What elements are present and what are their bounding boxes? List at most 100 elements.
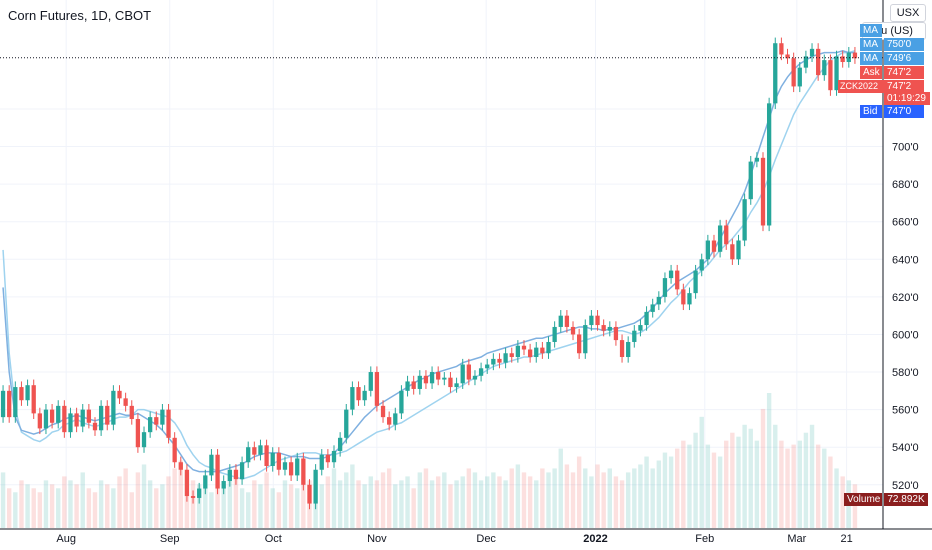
volume-bar bbox=[31, 488, 36, 528]
volume-bar bbox=[105, 484, 110, 528]
candle-body bbox=[258, 445, 263, 455]
candle-body bbox=[135, 419, 141, 448]
candle-body bbox=[429, 372, 435, 384]
volume-bar bbox=[754, 440, 760, 528]
candle-body bbox=[552, 326, 557, 342]
ma-line-slow bbox=[2, 50, 856, 480]
volume-bar bbox=[166, 476, 171, 528]
candle-body bbox=[301, 458, 306, 485]
volume-bar bbox=[687, 444, 692, 528]
candle-body bbox=[319, 454, 324, 470]
candle-body bbox=[681, 289, 686, 305]
volume-bar bbox=[552, 468, 557, 528]
candle-body bbox=[184, 469, 190, 497]
candle-body bbox=[62, 405, 67, 433]
currency-button[interactable]: USX bbox=[890, 4, 926, 22]
candle-body bbox=[7, 390, 12, 418]
candle-body bbox=[564, 315, 570, 327]
candle-body bbox=[650, 304, 655, 312]
volume-bar bbox=[564, 464, 570, 528]
candle-body bbox=[307, 484, 312, 504]
candle-body bbox=[491, 358, 496, 365]
volume-bar bbox=[135, 472, 141, 528]
candle-body bbox=[49, 409, 55, 423]
candle-body bbox=[154, 417, 159, 425]
candle-body bbox=[387, 417, 392, 425]
y-tick-label: 600'0 bbox=[892, 329, 919, 341]
volume-bar bbox=[779, 440, 784, 528]
volume-bar bbox=[68, 480, 73, 528]
volume-bar bbox=[491, 472, 496, 528]
candle-body bbox=[644, 311, 649, 326]
y-tick-label: 540'0 bbox=[892, 442, 919, 454]
volume-bar bbox=[423, 468, 429, 528]
volume-bar bbox=[527, 476, 533, 528]
candle-body bbox=[313, 469, 318, 504]
volume-bar bbox=[521, 472, 527, 528]
candle-body bbox=[203, 475, 208, 489]
candle-body bbox=[129, 405, 134, 420]
candle-body bbox=[417, 375, 422, 389]
candle-body bbox=[399, 390, 404, 414]
volume-bar bbox=[791, 444, 796, 528]
volume-bar bbox=[711, 452, 717, 528]
price-axis[interactable]: 520'0 540'0 560'0 580'0 600'0 620'0 640'0 660'0… bbox=[892, 104, 919, 492]
candle-body bbox=[527, 349, 533, 358]
volume-bar bbox=[172, 468, 177, 528]
candle-body bbox=[0, 390, 6, 418]
candle-body bbox=[852, 52, 858, 59]
volume-bar bbox=[282, 480, 288, 528]
volume-bar bbox=[276, 492, 282, 528]
time-axis[interactable]: Aug Sep Oct Nov Dec 2022 Feb Mar 21 bbox=[56, 533, 852, 545]
candle-body bbox=[546, 341, 551, 354]
ask-tag-value: 747'2 bbox=[884, 66, 924, 79]
candle-body bbox=[478, 368, 484, 376]
volume-bar bbox=[803, 432, 809, 528]
volume-bar bbox=[325, 476, 331, 528]
volume-bar bbox=[209, 492, 214, 528]
symbol-tag-value: 747'2 bbox=[884, 80, 924, 93]
volume-bar bbox=[589, 476, 594, 528]
candle-body bbox=[43, 409, 49, 429]
volume-bar bbox=[6, 488, 12, 528]
volume-bar bbox=[252, 480, 257, 528]
volume-bar bbox=[344, 472, 349, 528]
candle-body bbox=[675, 270, 680, 290]
volume-bar bbox=[98, 480, 104, 528]
volume-bar bbox=[227, 472, 233, 528]
volume-bar bbox=[748, 428, 753, 528]
volume-bar bbox=[356, 480, 361, 528]
x-tick-label: Mar bbox=[787, 533, 806, 545]
volume-bar bbox=[411, 488, 416, 528]
volume-bar bbox=[190, 480, 196, 528]
volume-bar bbox=[393, 484, 398, 528]
candle-body bbox=[570, 326, 576, 335]
candle-body bbox=[19, 387, 24, 401]
ma-tag-value-1: 750'0 bbox=[884, 38, 924, 51]
candle-body bbox=[834, 56, 839, 91]
candle-body bbox=[344, 409, 349, 438]
candle-body bbox=[797, 67, 802, 87]
volume-bar bbox=[13, 492, 18, 528]
volume-bar bbox=[785, 448, 790, 528]
ma-tag-label-1: MA bbox=[860, 24, 882, 37]
candle-body bbox=[503, 353, 508, 363]
volume-bar bbox=[319, 484, 324, 528]
x-tick-label: 2022 bbox=[583, 533, 607, 545]
candle-body bbox=[846, 52, 851, 63]
candle-body bbox=[264, 445, 269, 466]
candle-body bbox=[466, 364, 471, 380]
volume-bar bbox=[215, 480, 220, 528]
volume-bars bbox=[0, 393, 858, 528]
candle-body bbox=[656, 296, 661, 305]
volume-bar bbox=[478, 480, 484, 528]
volume-bar bbox=[619, 480, 625, 528]
ask-tag-label: Ask bbox=[860, 66, 882, 79]
x-tick-label: Oct bbox=[265, 533, 282, 545]
candle-body bbox=[638, 325, 643, 331]
candle-body bbox=[840, 56, 845, 63]
volume-bar bbox=[368, 476, 373, 528]
candle-body bbox=[148, 417, 153, 433]
volume-bar bbox=[625, 472, 631, 528]
